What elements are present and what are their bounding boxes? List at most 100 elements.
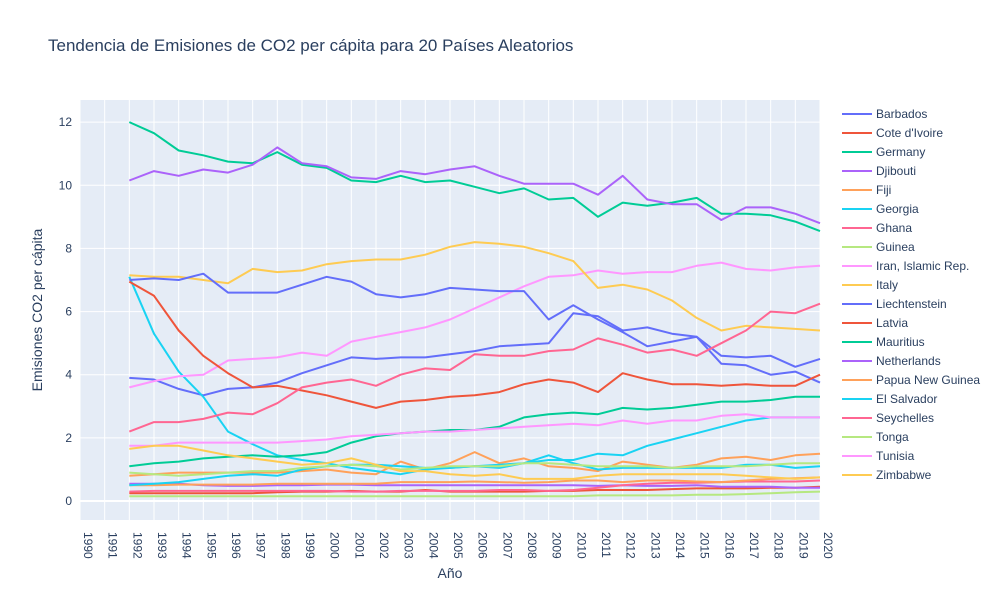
x-tick-label: 2002 [377, 532, 391, 559]
x-tick-label: 1996 [229, 532, 243, 559]
legend-item[interactable]: Tonga [842, 430, 909, 444]
y-axis-title: Emisiones CO2 per cápita [29, 228, 45, 391]
x-tick-label: 1998 [278, 532, 292, 559]
x-tick-label: 2008 [525, 532, 539, 559]
x-tick-label: 2005 [451, 532, 465, 559]
y-tick-label: 2 [65, 431, 72, 445]
legend-item[interactable]: Fiji [842, 183, 891, 197]
legend-label: Latvia [876, 316, 908, 330]
series-line-2[interactable] [128, 121, 821, 233]
x-tick-label: 1993 [155, 532, 169, 559]
series-line-9[interactable] [129, 241, 821, 332]
legend-label: Netherlands [876, 354, 941, 368]
legend-label: Mauritius [876, 335, 925, 349]
y-tick-label: 4 [65, 368, 72, 382]
legend-label: Liechtenstein [876, 297, 947, 311]
x-tick-label: 2011 [599, 532, 613, 558]
x-tick-label: 2004 [426, 532, 440, 559]
x-tick-label: 2013 [648, 532, 662, 559]
x-tick-label: 2019 [796, 532, 810, 559]
x-tick-label: 2009 [550, 532, 564, 559]
legend[interactable]: Barbados Cote d'Ivoire Germany Djibouti Fiji… [842, 107, 980, 482]
legend-item[interactable]: Seychelles [842, 411, 934, 425]
series-line-14[interactable] [129, 476, 821, 487]
x-tick-label: 1991 [106, 532, 120, 559]
legend-item[interactable]: Ghana [842, 221, 912, 235]
legend-item[interactable]: Barbados [842, 107, 927, 121]
legend-label: Seychelles [876, 411, 934, 425]
legend-label: Papua New Guinea [876, 373, 980, 387]
series-line-13[interactable] [128, 146, 821, 225]
series-line-3[interactable] [129, 482, 820, 489]
legend-item[interactable]: Papua New Guinea [842, 373, 980, 387]
legend-label: Guinea [876, 240, 915, 254]
x-tick-label: 1994 [180, 532, 194, 559]
legend-label: Georgia [876, 202, 919, 216]
legend-item[interactable]: Germany [842, 145, 925, 159]
x-tick-label: 1999 [303, 532, 317, 559]
legend-label: Tonga [876, 430, 909, 444]
x-tick-label: 2007 [500, 532, 514, 559]
x-tick-label: 2015 [698, 532, 712, 559]
legend-item[interactable]: Zimbabwe [842, 468, 932, 482]
y-tick-label: 6 [65, 305, 72, 319]
legend-label: El Salvador [876, 392, 937, 406]
legend-label: Ghana [876, 221, 912, 235]
legend-item[interactable]: Guinea [842, 240, 915, 254]
x-tick-label: 2012 [624, 532, 638, 559]
legend-label: Fiji [876, 183, 891, 197]
x-tick-label: 2014 [673, 532, 687, 559]
series-line-11[interactable] [128, 280, 821, 409]
series-line-10[interactable] [129, 272, 821, 384]
legend-item[interactable]: Latvia [842, 316, 908, 330]
y-tick-label: 0 [65, 494, 72, 508]
x-tick-label: 2018 [772, 532, 786, 559]
legend-item[interactable]: Iran, Islamic Rep. [842, 259, 969, 273]
y-tick-label: 8 [65, 241, 72, 255]
series-line-19[interactable] [129, 444, 821, 480]
x-tick-label: 2001 [352, 532, 366, 559]
y-tick-label: 10 [59, 178, 73, 192]
x-tick-label: 2020 [821, 532, 835, 559]
x-tick-label: 2003 [402, 532, 416, 559]
x-tick-label: 2000 [328, 532, 342, 559]
legend-item[interactable]: Tunisia [842, 449, 915, 463]
legend-label: Barbados [876, 107, 927, 121]
x-tick-label: 2010 [574, 532, 588, 559]
series-line-0[interactable] [129, 312, 821, 397]
legend-item[interactable]: Djibouti [842, 164, 916, 178]
legend-label: Germany [876, 145, 925, 159]
series-line-18[interactable] [129, 413, 820, 447]
legend-label: Italy [876, 278, 898, 292]
legend-label: Iran, Islamic Rep. [876, 259, 969, 273]
chart-title: Tendencia de Emisiones de CO2 per cápita… [48, 36, 573, 55]
x-axis-title: Año [438, 565, 463, 581]
y-tick-label: 12 [59, 115, 73, 129]
x-tick-label: 2006 [476, 532, 490, 559]
legend-item[interactable]: El Salvador [842, 392, 937, 406]
legend-label: Tunisia [876, 449, 915, 463]
x-tick-label: 2016 [722, 532, 736, 559]
x-tick-label: 1997 [254, 532, 268, 559]
legend-label: Djibouti [876, 164, 916, 178]
series-line-8[interactable] [129, 261, 821, 389]
series-lines [128, 121, 821, 498]
x-tick-label: 1990 [81, 532, 95, 559]
legend-item[interactable]: Mauritius [842, 335, 925, 349]
legend-item[interactable]: Georgia [842, 202, 919, 216]
legend-item[interactable]: Cote d'Ivoire [842, 126, 943, 140]
legend-item[interactable]: Liechtenstein [842, 297, 947, 311]
grid [79, 100, 821, 520]
series-line-17[interactable] [129, 462, 820, 477]
legend-label: Zimbabwe [876, 468, 932, 482]
x-tick-label: 1992 [130, 532, 144, 559]
x-tick-label: 2017 [747, 532, 761, 559]
tick-labels: 1990 1991 1992 1993 1994 1995 1996 1997 1998 1999… [59, 115, 835, 559]
x-tick-label: 1995 [204, 532, 218, 559]
series-line-7[interactable] [129, 490, 821, 498]
legend-label: Cote d'Ivoire [876, 126, 943, 140]
legend-item[interactable]: Italy [842, 278, 898, 292]
series-line-16[interactable] [128, 302, 821, 433]
legend-item[interactable]: Netherlands [842, 354, 941, 368]
